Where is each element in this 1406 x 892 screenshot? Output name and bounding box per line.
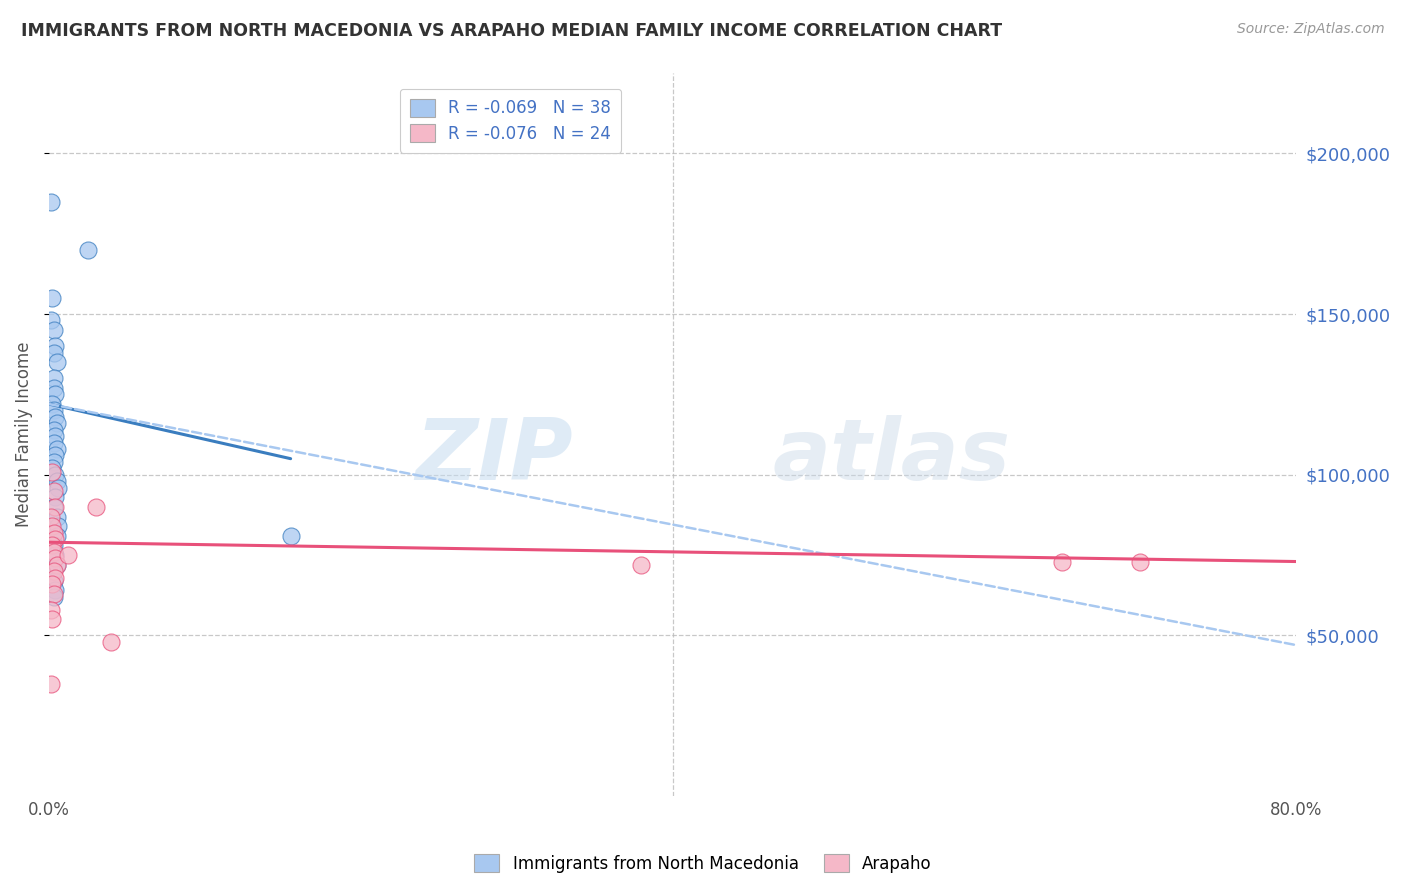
Point	[45, 355, 67, 369]
Point	[630, 558, 652, 572]
Point	[44, 339, 66, 353]
Point	[41, 465, 63, 479]
Point	[42, 587, 65, 601]
Point	[44, 548, 66, 562]
Legend: R = -0.069   N = 38, R = -0.076   N = 24: R = -0.069 N = 38, R = -0.076 N = 24	[399, 88, 621, 153]
Point	[41, 612, 63, 626]
Point	[42, 371, 65, 385]
Point	[42, 345, 65, 359]
Point	[46, 519, 69, 533]
Text: ZIP: ZIP	[415, 415, 572, 498]
Point	[44, 500, 66, 514]
Point	[84, 500, 107, 514]
Point	[42, 564, 65, 578]
Point	[42, 500, 65, 514]
Point	[42, 403, 65, 417]
Text: IMMIGRANTS FROM NORTH MACEDONIA VS ARAPAHO MEDIAN FAMILY INCOME CORRELATION CHAR: IMMIGRANTS FROM NORTH MACEDONIA VS ARAPA…	[21, 22, 1002, 40]
Point	[77, 243, 100, 257]
Point	[42, 590, 65, 604]
Point	[39, 603, 62, 617]
Point	[1052, 555, 1074, 569]
Point	[44, 449, 66, 463]
Point	[39, 194, 62, 209]
Point	[39, 509, 62, 524]
Point	[42, 423, 65, 437]
Point	[45, 417, 67, 431]
Point	[39, 313, 62, 327]
Point	[45, 529, 67, 543]
Point	[42, 381, 65, 395]
Point	[42, 525, 65, 540]
Point	[1129, 555, 1152, 569]
Point	[42, 455, 65, 469]
Point	[44, 532, 66, 546]
Point	[41, 564, 63, 578]
Y-axis label: Median Family Income: Median Family Income	[15, 342, 32, 527]
Point	[42, 483, 65, 498]
Point	[46, 481, 69, 495]
Point	[45, 442, 67, 456]
Point	[41, 519, 63, 533]
Point	[44, 571, 66, 585]
Point	[45, 474, 67, 488]
Point	[41, 577, 63, 591]
Point	[56, 548, 79, 562]
Point	[42, 435, 65, 450]
Point	[280, 529, 302, 543]
Point	[41, 538, 63, 552]
Point	[41, 291, 63, 305]
Point	[42, 538, 65, 552]
Point	[45, 558, 67, 572]
Point	[45, 509, 67, 524]
Point	[42, 545, 65, 559]
Point	[41, 397, 63, 411]
Point	[39, 676, 62, 690]
Point	[44, 429, 66, 443]
Point	[42, 574, 65, 588]
Point	[44, 583, 66, 598]
Point	[41, 461, 63, 475]
Point	[44, 387, 66, 401]
Point	[44, 467, 66, 482]
Point	[45, 558, 67, 572]
Point	[44, 409, 66, 424]
Point	[44, 551, 66, 566]
Legend: Immigrants from North Macedonia, Arapaho: Immigrants from North Macedonia, Arapaho	[468, 847, 938, 880]
Text: atlas: atlas	[772, 415, 1011, 498]
Point	[100, 635, 122, 649]
Point	[42, 323, 65, 337]
Text: Source: ZipAtlas.com: Source: ZipAtlas.com	[1237, 22, 1385, 37]
Point	[44, 490, 66, 504]
